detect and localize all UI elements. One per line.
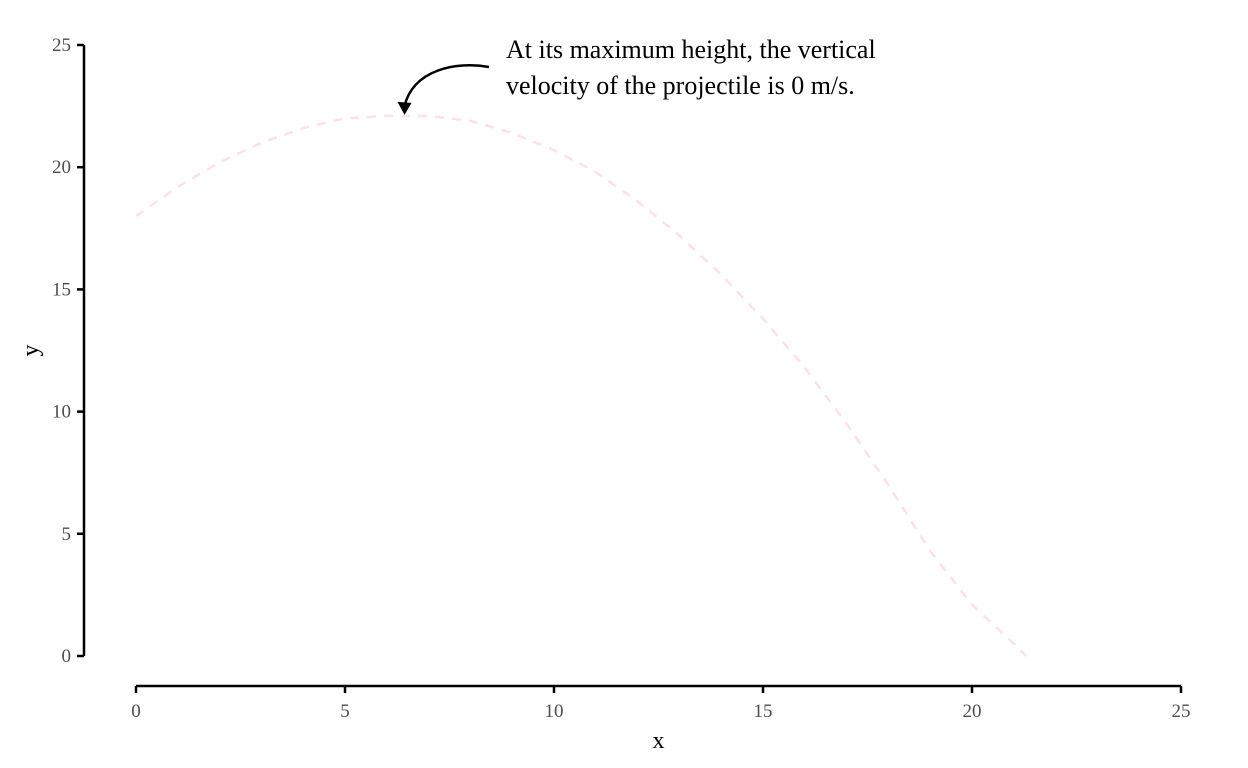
series-layer [135,114,1028,657]
x-tick-label: 0 [131,701,141,722]
y-tick-label: 20 [52,157,71,178]
y-tick-label: 5 [62,524,72,545]
x-tick-label: 20 [963,701,982,722]
annotation-line-2: velocity of the projectile is 0 m/s. [506,71,855,100]
annotation-line-1: At its maximum height, the vertical [506,35,876,64]
y-axis-ticks: 0 5 10 15 20 25 [52,35,84,667]
x-tick-label: 10 [545,701,564,722]
y-axis-title: y [18,345,44,357]
y-tick-label: 10 [52,402,71,423]
y-tick-label: 15 [52,279,71,300]
annotation-arrow [403,64,490,107]
annotation-arrowhead [397,101,412,115]
x-tick-label: 15 [754,701,773,722]
trajectory-line [135,114,1028,657]
x-axis-ticks: 0 5 10 15 20 25 [131,686,1191,722]
x-axis-title: x [653,728,665,754]
x-tick-label: 5 [340,701,350,722]
y-tick-label: 25 [52,35,71,56]
y-tick-label: 0 [62,646,72,667]
x-tick-label: 25 [1172,701,1191,722]
max-height-annotation: At its maximum height, the vertical velo… [397,35,876,115]
